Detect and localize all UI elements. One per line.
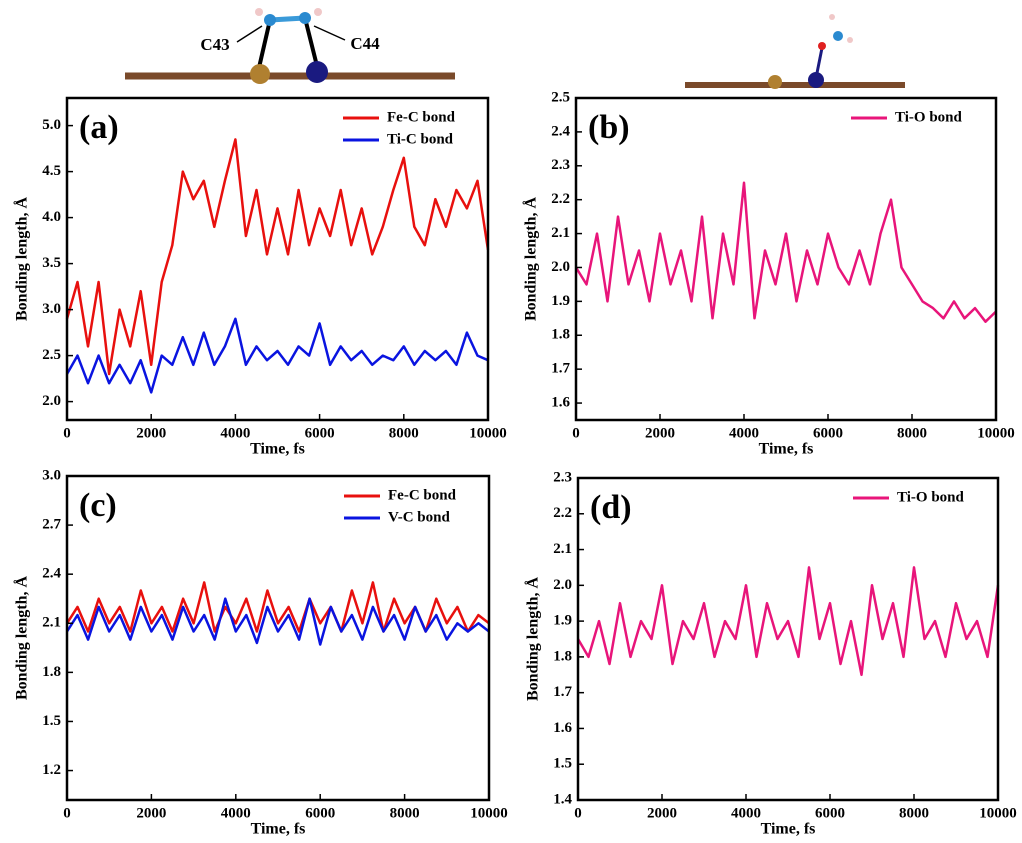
y-tick-label: 2.3 [551,157,570,173]
data-line [578,567,998,674]
y-tick-label: 2.2 [553,505,572,521]
panel-label: (c) [79,487,117,524]
annotation: C44 [350,34,380,53]
y-tick-label: 3.0 [42,301,61,317]
x-tick-label: 8000 [899,805,929,821]
legend-label: Ti-C bond [387,131,454,147]
legend-label: Ti-O bond [895,109,962,125]
x-tick-label: 10000 [979,805,1017,821]
y-axis-label: Bonding length, Å [13,197,31,321]
x-axis-label: Time, fs [251,821,306,838]
plot-frame [576,98,996,420]
x-tick-label: 4000 [729,425,759,441]
y-tick-label: 2.5 [551,89,570,105]
y-tick-label: 4.0 [42,209,61,225]
x-tick-label: 8000 [897,425,927,441]
x-tick-label: 10000 [469,425,507,441]
panel-label: (a) [79,109,119,146]
y-tick-label: 2.5 [42,347,61,363]
y-tick-label: 2.1 [42,615,61,631]
x-tick-label: 4000 [731,805,761,821]
x-tick-label: 2000 [136,425,166,441]
y-tick-label: 1.8 [42,664,61,680]
x-tick-label: 0 [63,805,71,821]
figure: C43 C44 2.0 2.5 3.0 3.5 4.0 4.5 5.0 0 2000 4000 60… [0,0,1022,843]
y-tick-label: 2.0 [551,259,570,275]
y-tick-label: 1.4 [553,791,572,807]
x-tick-label: 6000 [815,805,845,821]
x-axis-label: Time, fs [250,441,305,458]
plot-frame [578,478,998,800]
y-tick-label: 2.0 [42,393,61,409]
y-tick-label: 2.3 [553,469,572,485]
x-tick-label: 0 [574,805,582,821]
x-tick-label: 0 [572,425,580,441]
y-tick-label: 4.5 [42,163,61,179]
x-tick-label: 6000 [305,805,335,821]
x-tick-label: 2000 [647,805,677,821]
x-tick-label: 4000 [220,425,250,441]
data-line [67,582,489,631]
x-tick-label: 8000 [390,805,420,821]
x-axis-label: Time, fs [759,441,814,458]
y-tick-label: 2.1 [553,541,572,557]
molecule-b [685,14,905,89]
y-tick-label: 2.2 [551,191,570,207]
legend-label: V-C bond [388,509,450,525]
y-tick-label: 1.5 [42,713,61,729]
y-tick-label: 2.7 [42,517,61,533]
x-tick-label: 6000 [813,425,843,441]
y-tick-label: 3.5 [42,255,61,271]
y-axis-label: Bonding length, Å [524,577,542,701]
x-tick-label: 2000 [645,425,675,441]
y-tick-label: 1.6 [551,394,570,410]
x-tick-label: 2000 [136,805,166,821]
x-tick-label: 8000 [389,425,419,441]
panel-label: (d) [590,489,632,526]
y-axis-label: Bonding length, Å [13,576,31,700]
y-tick-label: 3.0 [42,467,61,483]
x-tick-label: 10000 [977,425,1015,441]
y-tick-label: 1.2 [42,762,61,778]
y-tick-label: 2.4 [551,123,570,139]
y-tick-label: 5.0 [42,117,61,133]
legend-label: Ti-O bond [897,489,964,505]
y-tick-label: 1.6 [553,720,572,736]
x-tick-label: 10000 [470,805,508,821]
y-tick-label: 1.8 [551,327,570,343]
y-tick-label: 1.9 [553,613,572,629]
y-tick-label: 1.5 [553,756,572,772]
y-tick-label: 1.8 [553,648,572,664]
y-axis-label: Bonding length, Å [522,197,540,321]
y-tick-label: 1.9 [551,293,570,309]
y-tick-label: 2.1 [551,225,570,241]
x-tick-label: 0 [63,425,71,441]
y-tick-label: 1.7 [551,361,570,377]
legend-label: Fe-C bond [388,487,457,503]
x-tick-label: 6000 [305,425,335,441]
x-axis-label: Time, fs [761,821,816,838]
data-line [67,319,488,393]
data-line [576,183,996,322]
x-tick-label: 4000 [221,805,251,821]
legend-label: Fe-C bond [387,109,456,125]
y-tick-label: 2.4 [42,566,61,582]
molecule-a: C43 C44 [125,8,455,84]
data-line [67,139,488,374]
y-tick-label: 1.7 [553,684,572,700]
panel-label: (b) [588,109,630,146]
y-tick-label: 2.0 [553,577,572,593]
annotation: C43 [200,35,229,54]
